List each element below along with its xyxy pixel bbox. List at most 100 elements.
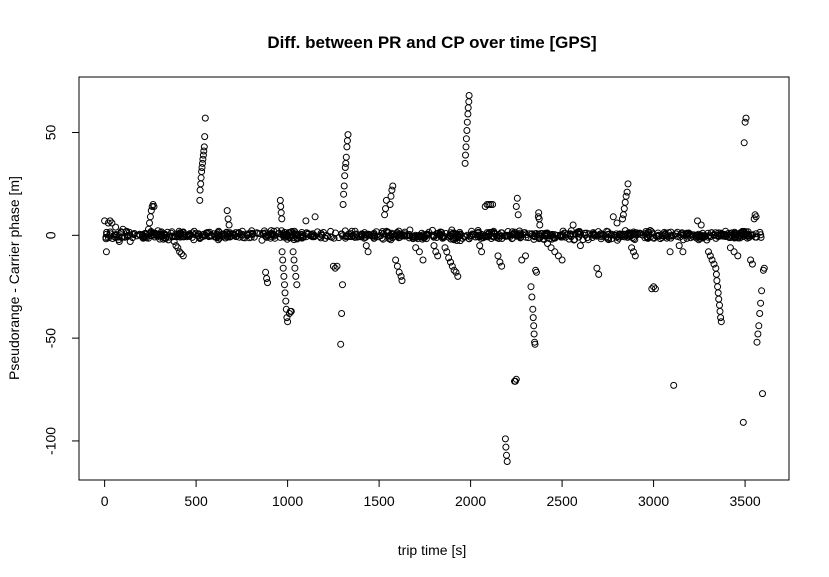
data-point bbox=[199, 155, 207, 163]
data-point bbox=[628, 244, 636, 252]
data-point bbox=[514, 211, 522, 219]
data-point bbox=[706, 252, 714, 260]
data-point bbox=[172, 242, 180, 250]
band-point bbox=[157, 230, 165, 238]
data-point bbox=[112, 223, 120, 231]
data-point bbox=[388, 186, 396, 194]
band-point bbox=[548, 231, 556, 238]
data-point bbox=[430, 242, 438, 250]
data-point bbox=[302, 217, 310, 225]
band-point bbox=[351, 227, 359, 235]
data-point bbox=[398, 277, 406, 285]
x-tick-label: 1000 bbox=[272, 493, 303, 509]
band-point bbox=[459, 234, 467, 242]
data-point bbox=[694, 217, 701, 225]
band-point bbox=[324, 232, 332, 240]
band-point bbox=[757, 233, 765, 241]
data-point bbox=[279, 256, 287, 264]
data-point bbox=[462, 143, 470, 151]
band-point bbox=[565, 235, 573, 243]
data-point bbox=[276, 196, 284, 204]
data-point bbox=[281, 281, 288, 289]
band-point bbox=[576, 229, 584, 236]
data-point bbox=[284, 318, 292, 326]
y-tick-label: 50 bbox=[43, 125, 59, 141]
band-point bbox=[454, 234, 462, 242]
band-point bbox=[273, 227, 281, 235]
data-point bbox=[576, 242, 584, 250]
data-point bbox=[119, 225, 127, 233]
band-point bbox=[422, 231, 430, 238]
data-point bbox=[726, 244, 734, 252]
band-point bbox=[697, 231, 705, 239]
data-point bbox=[279, 264, 287, 272]
data-point bbox=[454, 272, 462, 280]
data-point bbox=[115, 238, 123, 245]
band-point bbox=[231, 231, 239, 239]
data-point bbox=[648, 285, 656, 293]
data-point bbox=[397, 272, 405, 280]
data-point bbox=[705, 248, 712, 256]
band-point bbox=[162, 235, 170, 243]
data-point bbox=[754, 330, 762, 338]
data-point bbox=[708, 256, 716, 264]
data-point bbox=[339, 281, 346, 289]
data-point bbox=[278, 215, 286, 223]
band-point bbox=[610, 231, 618, 239]
band-point bbox=[176, 229, 184, 237]
band-point bbox=[260, 230, 268, 238]
band-point bbox=[624, 230, 631, 238]
data-point bbox=[530, 330, 538, 338]
data-point bbox=[176, 248, 184, 256]
band-point bbox=[166, 233, 174, 241]
band-point bbox=[498, 232, 506, 240]
data-point bbox=[714, 289, 722, 297]
data-point bbox=[717, 318, 725, 326]
data-points bbox=[101, 92, 768, 465]
data-point bbox=[498, 262, 506, 270]
band-point bbox=[276, 233, 284, 241]
data-point bbox=[340, 190, 348, 198]
data-point bbox=[412, 244, 420, 252]
data-point bbox=[343, 137, 351, 145]
data-point bbox=[223, 207, 231, 215]
data-point bbox=[463, 127, 471, 134]
data-point bbox=[716, 301, 723, 309]
band-point bbox=[482, 233, 490, 241]
data-point bbox=[535, 209, 543, 217]
data-point bbox=[752, 213, 760, 221]
band-point bbox=[581, 229, 589, 237]
data-point bbox=[200, 143, 208, 151]
data-point bbox=[740, 139, 748, 147]
band-point bbox=[361, 231, 369, 238]
data-point bbox=[522, 252, 529, 260]
data-point bbox=[757, 299, 765, 307]
data-point bbox=[362, 242, 370, 250]
band-point bbox=[177, 230, 185, 238]
band-point bbox=[349, 231, 357, 239]
band-point bbox=[366, 231, 374, 239]
data-point bbox=[501, 435, 509, 443]
data-point bbox=[282, 297, 290, 305]
data-point bbox=[463, 118, 471, 126]
data-point bbox=[464, 110, 472, 118]
band-point bbox=[597, 233, 605, 241]
data-point bbox=[199, 159, 206, 167]
data-point bbox=[197, 180, 205, 188]
data-point bbox=[716, 307, 724, 315]
band-point bbox=[519, 231, 527, 238]
data-point bbox=[104, 219, 112, 227]
data-point bbox=[441, 244, 449, 252]
band-point bbox=[248, 227, 256, 235]
band-point bbox=[635, 230, 643, 238]
band-point bbox=[717, 232, 725, 240]
data-point bbox=[518, 256, 526, 264]
data-point bbox=[650, 283, 658, 291]
band-point bbox=[110, 232, 117, 240]
data-point bbox=[679, 248, 687, 256]
band-point bbox=[742, 230, 750, 238]
band-point bbox=[395, 234, 403, 241]
data-point bbox=[199, 151, 207, 159]
band-point bbox=[433, 230, 441, 237]
data-point bbox=[496, 258, 504, 266]
